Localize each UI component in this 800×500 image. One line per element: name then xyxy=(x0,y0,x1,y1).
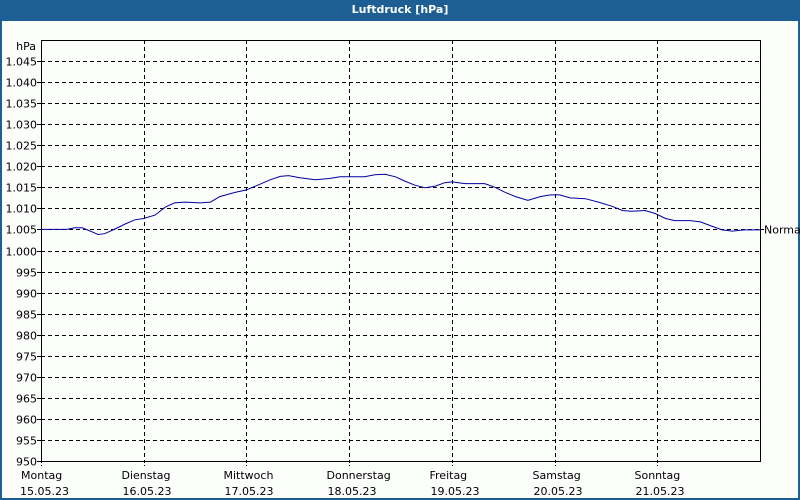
y-tick-label: 1.015 xyxy=(6,182,38,195)
y-tick-label: 950 xyxy=(16,456,37,469)
x-tick-date-label: 17.05.23 xyxy=(225,485,274,498)
y-tick-label: 955 xyxy=(16,435,37,448)
y-axis-unit-label: hPa xyxy=(16,40,36,53)
x-tick-day-label: Mittwoch xyxy=(224,469,274,482)
y-tick-label: 1.010 xyxy=(6,203,38,216)
y-tick-label: 1.020 xyxy=(6,161,38,174)
chart-title: Luftdruck [hPa] xyxy=(0,0,800,21)
grid-lines xyxy=(41,40,760,461)
y-tick-label: 1.030 xyxy=(6,119,38,132)
x-tick-date-label: 21.05.23 xyxy=(636,485,685,498)
y-tick-label: 1.000 xyxy=(6,246,38,259)
x-tick-day-label: Sonntag xyxy=(635,469,681,482)
x-tick-date-label: 18.05.23 xyxy=(328,485,377,498)
y-tick-label: 970 xyxy=(16,372,37,385)
y-tick-label: 1.040 xyxy=(6,77,38,90)
x-tick-day-label: Freitag xyxy=(430,469,468,482)
pressure-line xyxy=(41,173,760,236)
y-tick-label: 1.025 xyxy=(6,140,38,153)
x-tick-day-label: Donnerstag xyxy=(327,469,391,482)
x-tick-date-label: 19.05.23 xyxy=(431,485,480,498)
x-tick-date-label: 20.05.23 xyxy=(534,485,583,498)
y-tick-label: 990 xyxy=(16,288,37,301)
normal-reference-marker: Normal xyxy=(760,224,800,237)
y-tick-label: 975 xyxy=(16,351,37,364)
y-tick-label: 965 xyxy=(16,393,37,406)
y-tick-label: 985 xyxy=(16,309,37,322)
x-tick-day-label: Samstag xyxy=(533,469,581,482)
y-tick-label: 960 xyxy=(16,414,37,427)
y-tick-label: 980 xyxy=(16,330,37,343)
y-axis: hPa 950 955 960 965 970 975 980 985 990 995 1.000 1… xyxy=(6,40,41,469)
normal-label: Normal xyxy=(764,224,800,237)
x-tick-date-label: 16.05.23 xyxy=(123,485,172,498)
y-tick-label: 1.035 xyxy=(6,98,38,111)
y-tick-label: 1.045 xyxy=(6,56,38,69)
x-tick-day-label: Dienstag xyxy=(122,469,171,482)
y-tick-label: 995 xyxy=(16,267,37,280)
x-tick-date-label: 15.05.23 xyxy=(20,485,69,498)
x-tick-day-label: Montag xyxy=(21,469,62,482)
y-tick-label: 1.005 xyxy=(6,224,38,237)
x-axis: Montag 15.05.23 Dienstag 16.05.23 Mittwoch 17… xyxy=(20,461,684,498)
plot-area-border xyxy=(41,40,761,462)
